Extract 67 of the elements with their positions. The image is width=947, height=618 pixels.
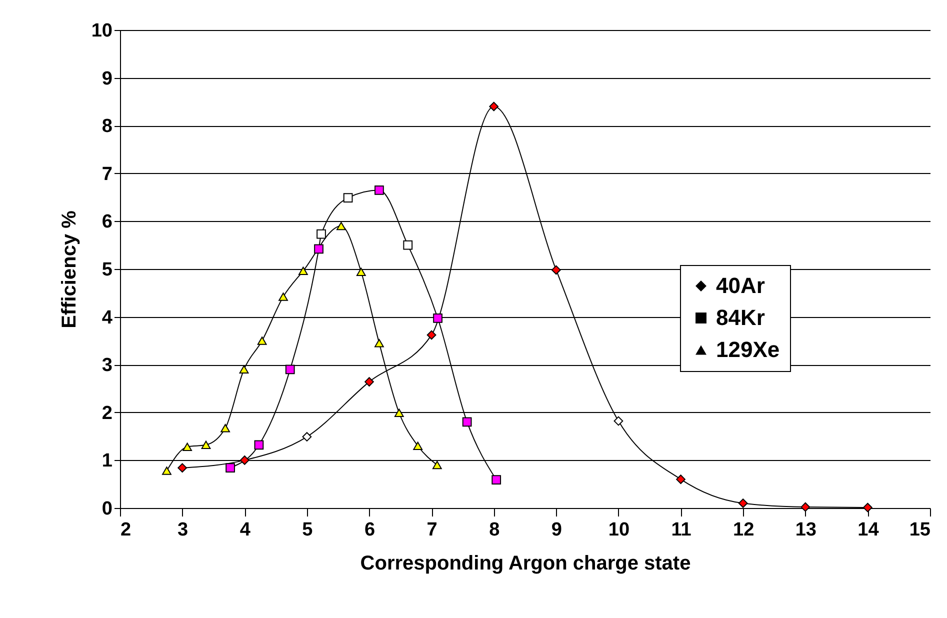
x-tick-label: 2 bbox=[120, 520, 132, 540]
x-tick-label: 3 bbox=[178, 520, 188, 540]
point bbox=[356, 268, 366, 276]
point bbox=[413, 442, 423, 450]
point bbox=[220, 424, 230, 432]
x-tick-label: 11 bbox=[671, 520, 692, 540]
x-tick-label: 15 bbox=[909, 520, 931, 540]
x-tick-label: 13 bbox=[795, 520, 816, 540]
y-tick-label: 2 bbox=[102, 402, 112, 424]
x-axis-title: Corresponding Argon charge state bbox=[360, 552, 691, 574]
x-tick-label: 10 bbox=[608, 520, 630, 540]
point bbox=[343, 193, 353, 202]
point bbox=[298, 266, 308, 276]
point bbox=[433, 314, 442, 323]
point bbox=[285, 364, 295, 374]
point bbox=[676, 474, 686, 484]
point bbox=[394, 408, 404, 417]
x-tick-label: 12 bbox=[733, 520, 754, 540]
y-tick-label: 6 bbox=[102, 212, 112, 233]
point bbox=[226, 463, 235, 473]
point bbox=[492, 475, 502, 484]
point bbox=[178, 463, 187, 473]
y-tick-label: 7 bbox=[102, 164, 112, 185]
legend-label: 40Ar bbox=[716, 273, 766, 298]
legend-label: 84Kr bbox=[716, 305, 766, 330]
y-tick-label: 1 bbox=[102, 450, 113, 472]
point bbox=[738, 498, 748, 508]
x-tick-label: 4 bbox=[240, 520, 251, 540]
point bbox=[489, 102, 499, 112]
y-tick-label: 10 bbox=[91, 20, 112, 42]
y-tick-label: 8 bbox=[102, 116, 112, 138]
point bbox=[364, 377, 374, 386]
y-tick-label: 4 bbox=[102, 307, 113, 328]
point bbox=[336, 222, 346, 230]
point bbox=[403, 240, 413, 250]
x-tick-label: 6 bbox=[364, 520, 376, 540]
x-tick-label: 7 bbox=[426, 520, 438, 540]
point bbox=[257, 336, 267, 345]
point bbox=[302, 432, 312, 442]
point bbox=[551, 265, 561, 275]
point bbox=[462, 417, 472, 427]
legend-label: 129Xe bbox=[716, 337, 780, 362]
point bbox=[432, 460, 442, 470]
y-tick-label: 3 bbox=[102, 355, 112, 376]
x-tick-label: 5 bbox=[302, 520, 314, 540]
point bbox=[254, 440, 264, 450]
x-tick-label: 9 bbox=[551, 520, 562, 540]
y-tick-label: 0 bbox=[102, 498, 112, 520]
point bbox=[800, 502, 810, 512]
point bbox=[182, 442, 192, 451]
point bbox=[863, 502, 872, 512]
point bbox=[316, 229, 326, 239]
y-axis-title: Efficiency % bbox=[58, 210, 80, 328]
point bbox=[614, 416, 624, 426]
point bbox=[240, 456, 250, 465]
x-tick-label: 8 bbox=[489, 520, 500, 540]
point bbox=[162, 466, 172, 475]
point bbox=[314, 244, 324, 254]
point bbox=[374, 338, 384, 348]
point bbox=[374, 185, 384, 195]
point bbox=[426, 330, 436, 340]
point bbox=[239, 365, 249, 374]
point bbox=[201, 440, 211, 450]
x-tick-label: 14 bbox=[858, 520, 880, 540]
point bbox=[278, 292, 288, 301]
y-tick-label: 5 bbox=[102, 260, 113, 280]
y-tick-label: 9 bbox=[102, 68, 112, 90]
